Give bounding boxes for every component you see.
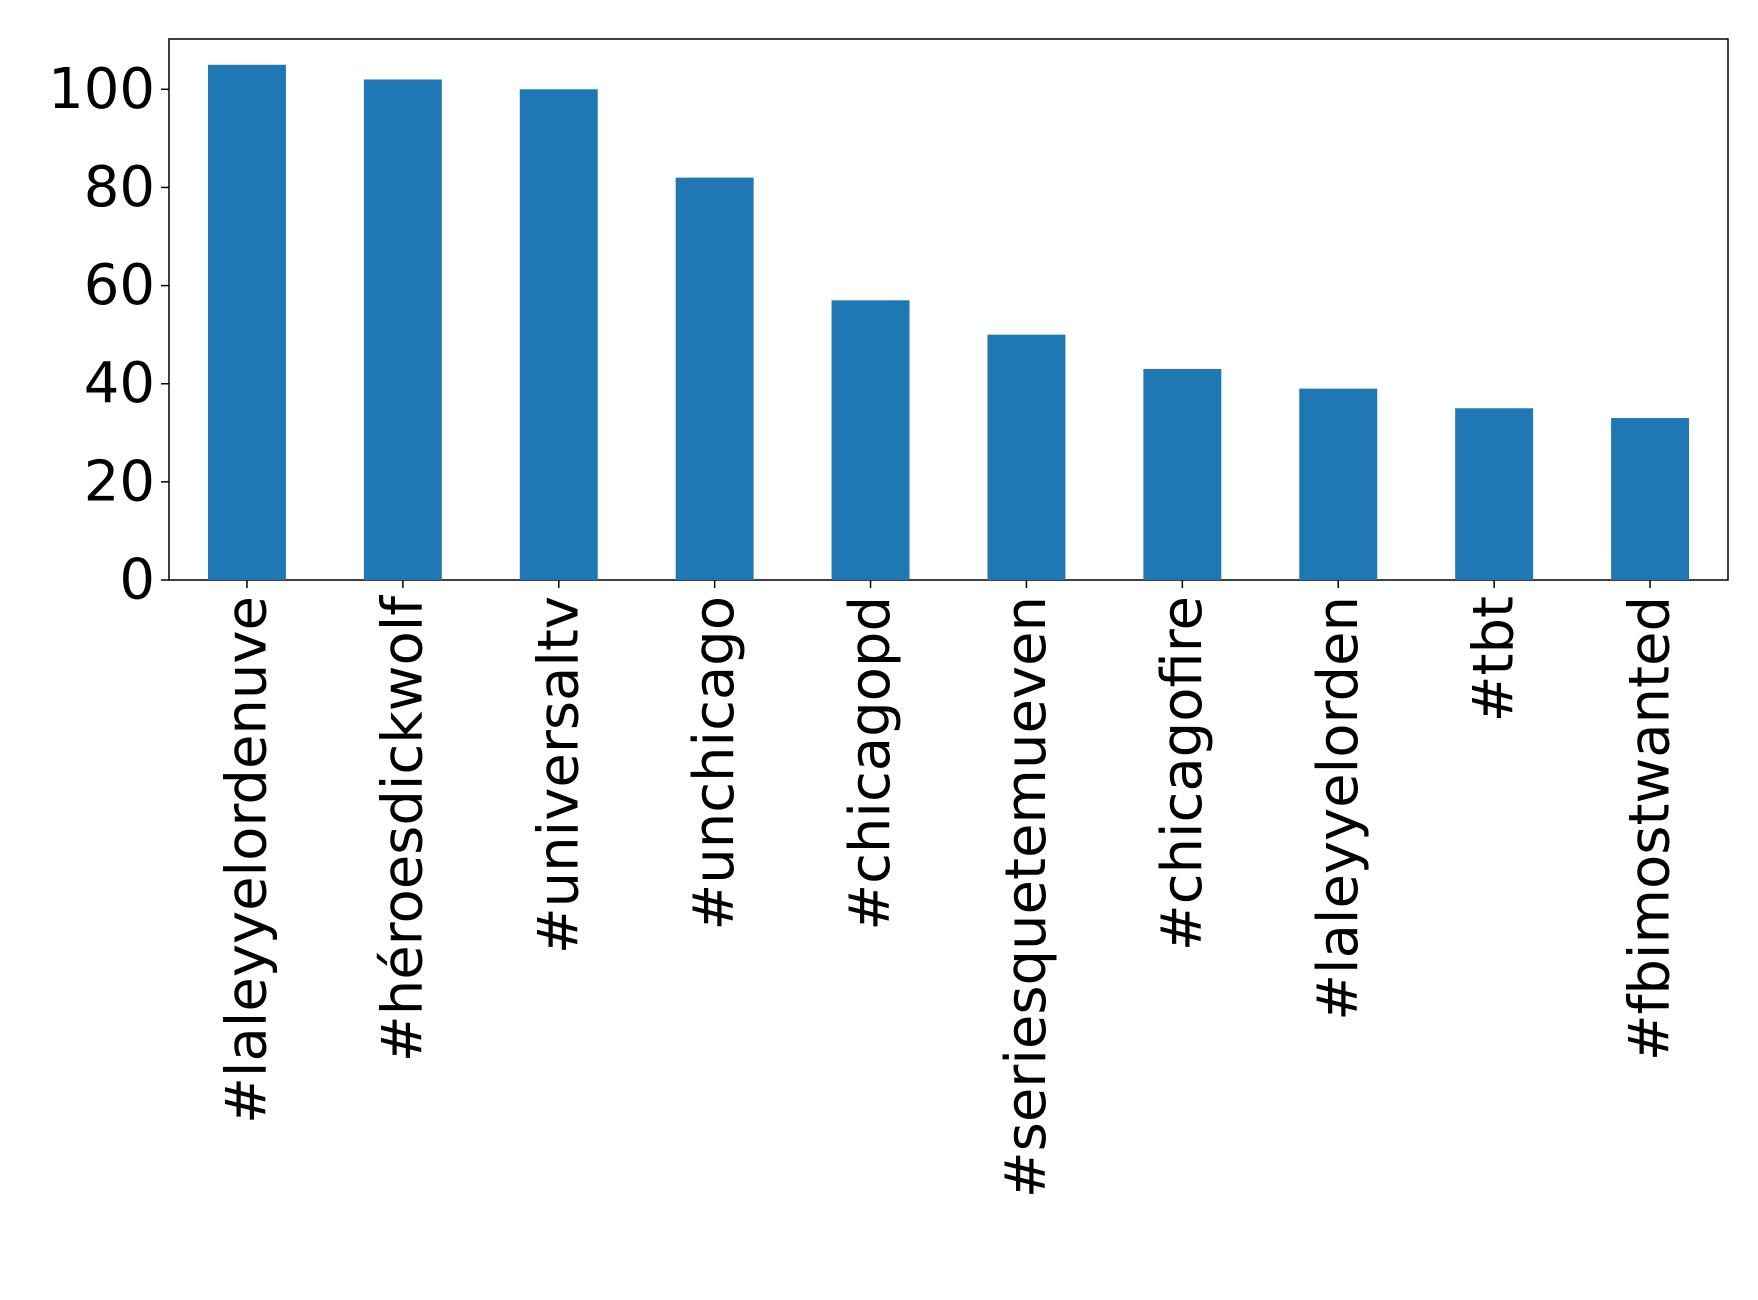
y-tick-label: 80 <box>84 155 155 220</box>
y-tick-label: 0 <box>119 548 155 613</box>
bar <box>1611 418 1690 580</box>
y-tick-label: 20 <box>84 449 155 514</box>
bar <box>1299 388 1378 580</box>
x-tick-label: #laleyyelordenuve <box>214 596 279 1124</box>
bar <box>1143 368 1222 580</box>
x-tick-label: #laleyyelorden <box>1306 596 1371 1021</box>
bar <box>987 334 1066 580</box>
x-tick-label: #universaltv <box>526 596 591 954</box>
plot-frame <box>168 38 1729 581</box>
x-tick-label: #fbimostwanted <box>1618 596 1683 1061</box>
x-tick-label: #chicagofire <box>1150 596 1215 951</box>
bar <box>207 64 286 580</box>
bar <box>519 89 598 580</box>
x-tick-label: #chicagopd <box>838 596 903 931</box>
x-tick-label: #seriesquetemueven <box>994 596 1059 1198</box>
bar <box>1455 408 1534 580</box>
bar <box>831 300 910 580</box>
bar <box>675 177 754 580</box>
bar <box>363 79 442 580</box>
x-tick-label: #unchicago <box>682 596 747 931</box>
y-tick-label: 60 <box>84 253 155 318</box>
x-tick-label: #héroesdickwolf <box>370 595 435 1062</box>
x-tick-label: #tbt <box>1462 596 1527 722</box>
y-tick-label: 100 <box>48 57 155 122</box>
y-tick-label: 40 <box>84 351 155 416</box>
